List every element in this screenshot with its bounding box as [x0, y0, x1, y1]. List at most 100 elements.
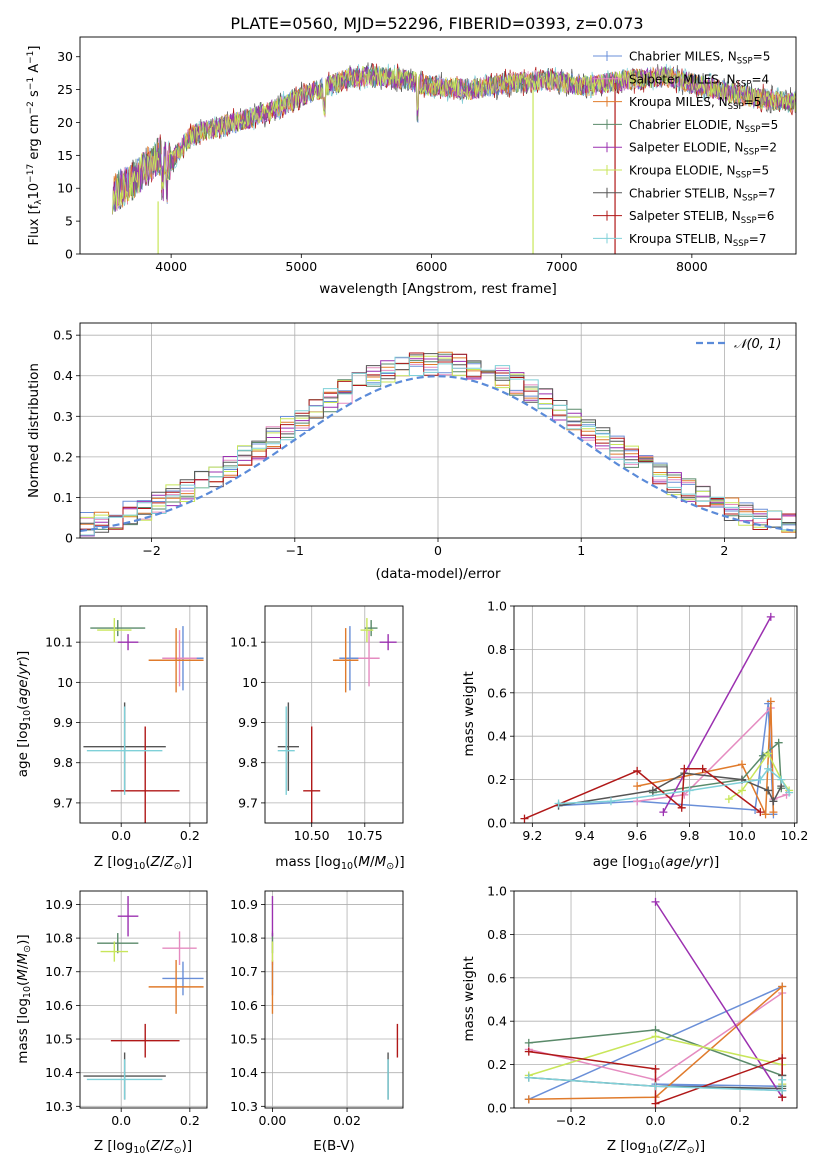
- weight-marker: [778, 982, 787, 991]
- weight-marker: [633, 782, 642, 791]
- x-tick-label: 5000: [285, 259, 317, 274]
- y-tick-label: 9.7: [53, 795, 73, 810]
- x-tick-label: 9.2: [522, 828, 542, 843]
- weight-line-2: [528, 984, 783, 1101]
- legend-label-4: Salpeter ELODIE, NSSP=2: [629, 141, 777, 158]
- axes-age_vs_mass: 10.50 10.75 9.7 9.8 9.9 10 10.1: [230, 606, 403, 843]
- weight-marker: [766, 612, 775, 621]
- weight-marker: [764, 764, 773, 773]
- x-tick-label: 1: [577, 543, 585, 558]
- weight-marker: [769, 797, 778, 806]
- y-tick-label: 1.0: [487, 884, 507, 899]
- y-tick-label: 10: [57, 675, 73, 690]
- x-axis-label-weight-vs-Z: Z [log10(Z/Z⊙)]: [607, 1138, 705, 1156]
- weight-marker: [651, 1032, 660, 1041]
- weight-marker: [651, 1082, 660, 1091]
- y-axis-label-age-vs-Z: age [log10(age/yr)]: [15, 651, 33, 777]
- weight-marker: [756, 775, 765, 784]
- x-tick-label: 9.8: [680, 828, 700, 843]
- x-tick-label: 2: [720, 543, 728, 558]
- figure-title: PLATE=0560, MJD=52296, FIBERID=0393, z=0…: [230, 14, 643, 33]
- weight-marker: [648, 786, 657, 795]
- y-tick-label: 0.5: [53, 328, 73, 343]
- y-axis-label: Normed distribution: [26, 363, 42, 498]
- y-tick-label: 10.9: [230, 897, 258, 912]
- x-tick-label: 0.2: [730, 1113, 750, 1128]
- weight-marker: [554, 799, 563, 808]
- y-tick-label: 0.2: [487, 772, 507, 787]
- y-tick-label: 0.8: [487, 642, 507, 657]
- y-tick-label: 0: [65, 247, 73, 262]
- y-tick-label: 0.2: [53, 449, 73, 464]
- frame-spectrum: [79, 36, 797, 255]
- weight-marker: [764, 749, 773, 758]
- weight-marker: [758, 751, 767, 760]
- frame-residuals: [79, 322, 797, 539]
- spectrum-legend: Chabrier MILES, NSSP=5 Salpeter MILES, NS…: [593, 50, 778, 249]
- y-tick-label: 10.7: [45, 964, 73, 979]
- y-tick-label: 10.7: [230, 964, 258, 979]
- weight-marker: [766, 697, 775, 706]
- axes-residuals: −2 −1 0 1 2 0 0.1 0.2 0.3 0.4 0.5 𝒩(0, 1): [53, 323, 796, 558]
- y-axis-label-mass-vs-Z: mass [log10(M/M⊙)]: [15, 934, 33, 1063]
- x-tick-label: 0.00: [259, 1113, 287, 1128]
- weight-marker: [756, 808, 765, 817]
- y-tick-label: 20: [57, 115, 73, 130]
- x-tick-label: −2: [142, 543, 160, 558]
- y-tick-label: 10.8: [230, 931, 258, 946]
- x-tick-label: 0.02: [333, 1113, 361, 1128]
- x-axis-label-mass-vs-ebv: E(B-V): [313, 1138, 355, 1154]
- spectrum-line-5: [112, 66, 796, 215]
- x-tick-label: 0.2: [180, 828, 200, 843]
- x-tick-label: 9.4: [575, 828, 595, 843]
- axes-age_vs_Z: 0.0 0.2 9.7 9.8 9.9 10 10.1: [45, 606, 207, 843]
- y-tick-label: 9.8: [53, 755, 73, 770]
- y-tick-label: 1.0: [487, 599, 507, 614]
- y-tick-label: 25: [57, 82, 73, 97]
- x-tick-label: 0.0: [111, 1113, 131, 1128]
- y-tick-label: 0.6: [487, 685, 507, 700]
- x-tick-label: 8000: [676, 259, 708, 274]
- axes-mass_vs_ebv: 0.00 0.02 10.3 10.4 10.5 10.6 10.7 10.8 10.9: [230, 891, 403, 1128]
- weight-line-4: [654, 901, 783, 1098]
- y-tick-label: 10.3: [45, 1099, 73, 1114]
- x-axis-label: wavelength [Angstrom, rest frame]: [319, 281, 557, 297]
- x-tick-label: 0.2: [180, 1113, 200, 1128]
- weight-line-4: [662, 616, 772, 813]
- weight-line-2: [637, 701, 775, 815]
- histogram-6: [80, 353, 796, 537]
- axes-weight_vs_Z: −0.2 0.0 0.2 0.0 0.2 0.4 0.6 0.8 1.0: [487, 884, 797, 1128]
- y-tick-label: 0: [65, 531, 73, 546]
- legend-label-0: Chabrier MILES, NSSP=5: [629, 50, 770, 67]
- weight-marker: [724, 795, 733, 804]
- x-axis-label: (data-model)/error: [375, 566, 501, 582]
- x-tick-label: 0.0: [111, 828, 131, 843]
- y-tick-label: 0.1: [53, 490, 73, 505]
- y-axis-label-weight-vs-Z: mass weight: [461, 956, 477, 1041]
- weight-marker: [737, 786, 746, 795]
- x-tick-label: 4000: [155, 259, 187, 274]
- weight-marker: [524, 1047, 533, 1056]
- y-tick-label: 0.3: [53, 409, 73, 424]
- y-axis-label: Flux [fλ10−17 erg cm−2 s−1 A−1]: [26, 46, 44, 246]
- weight-marker: [769, 808, 778, 817]
- frame-mass_vs_ebv: [264, 890, 404, 1109]
- weight-marker: [778, 1054, 787, 1063]
- axes-weight_vs_age: 9.2 9.4 9.6 9.8 10.0 10.2 0.0 0.2 0.4 0.6 0.8 1.0: [487, 599, 808, 844]
- frame-age_vs_mass: [264, 605, 404, 824]
- weight-marker: [524, 1073, 533, 1082]
- weight-marker: [761, 810, 770, 819]
- x-tick-label: −0.2: [556, 1113, 586, 1128]
- weight-marker: [774, 738, 783, 747]
- x-axis-label-mass-vs-Z: Z [log10(Z/Z⊙)]: [94, 1138, 192, 1156]
- weight-marker: [633, 797, 642, 806]
- weight-marker: [785, 788, 794, 797]
- y-tick-label: 10.5: [230, 1032, 258, 1047]
- weight-marker: [764, 786, 773, 795]
- y-tick-label: 0.8: [487, 927, 507, 942]
- weight-marker: [685, 786, 694, 795]
- weight-marker: [651, 1064, 660, 1073]
- y-tick-label: 10.3: [230, 1099, 258, 1114]
- weight-line-8: [528, 1076, 783, 1092]
- y-tick-label: 10.8: [45, 931, 73, 946]
